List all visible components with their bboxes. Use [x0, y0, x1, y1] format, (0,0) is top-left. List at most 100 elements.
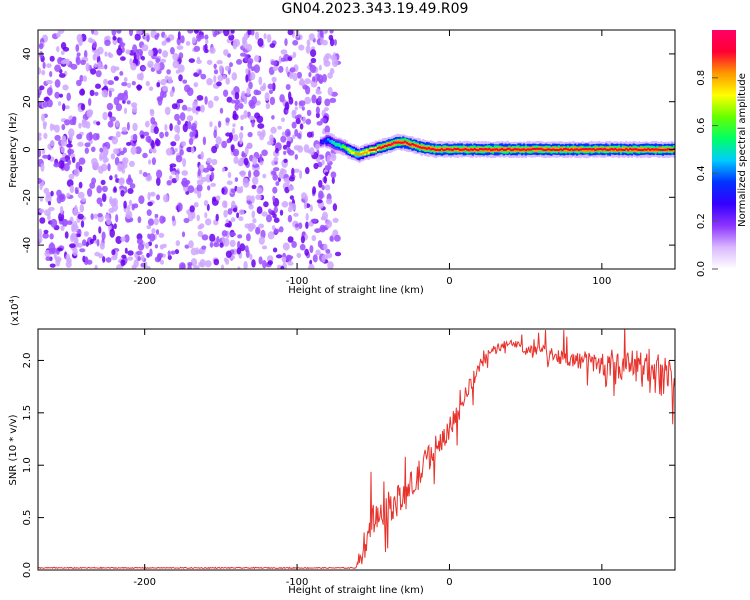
heatmap-noise-cell — [176, 45, 184, 50]
heatmap-noise-cell — [257, 123, 265, 129]
heatmap-noise-cell — [198, 69, 202, 76]
heatmap-noise-cell — [104, 157, 109, 163]
spectrogram-y-axis-label: Frequency (Hz) — [8, 112, 19, 188]
heatmap-noise-cell — [73, 168, 80, 177]
heatmap-noise-cell — [211, 145, 218, 154]
heatmap-noise-cell — [186, 115, 194, 122]
heatmap-noise-cell — [260, 85, 266, 92]
heatmap-noise-cell — [221, 187, 225, 195]
heatmap-noise-cell — [182, 123, 188, 133]
heatmap-noise-cell — [149, 191, 156, 197]
heatmap-noise-cell — [274, 228, 280, 234]
heatmap-noise-cell — [159, 259, 165, 265]
heatmap-noise-cell — [120, 56, 126, 61]
heatmap-noise-cell — [261, 245, 268, 250]
heatmap-noise-cell — [290, 203, 297, 211]
heatmap-noise-cell — [159, 58, 167, 64]
heatmap-noise-cell — [329, 67, 335, 75]
heatmap-track-cell — [451, 149, 454, 152]
heatmap-noise-cell — [76, 33, 83, 43]
heatmap-noise-cell — [269, 134, 274, 143]
heatmap-noise-cell — [174, 113, 180, 121]
heatmap-noise-cell — [326, 155, 331, 163]
heatmap-noise-cell — [315, 106, 320, 114]
heatmap-track-cell — [349, 149, 352, 152]
heatmap-noise-cell — [229, 232, 237, 237]
heatmap-noise-cell — [175, 69, 180, 74]
spectrogram-x-ticks: -200 -100 0 100 — [133, 30, 611, 287]
heatmap-noise-cell — [324, 125, 331, 134]
snr-x-tick-label: -100 — [286, 577, 309, 588]
heatmap-track-cell — [365, 149, 368, 154]
heatmap-noise-cell — [88, 98, 92, 106]
heatmap-noise-cell — [81, 197, 87, 202]
heatmap-noise-cell — [98, 226, 102, 234]
heatmap-noise-cell — [253, 64, 260, 73]
heatmap-noise-cell — [155, 57, 161, 63]
heatmap-noise-cell — [305, 212, 309, 221]
heatmap-noise-cell — [122, 157, 129, 165]
heatmap-noise-cell — [38, 67, 42, 75]
heatmap-noise-cell — [229, 132, 233, 142]
heatmap-noise-cell — [159, 131, 165, 139]
heatmap-track-cell — [332, 141, 335, 144]
heatmap-noise-cell — [119, 71, 124, 76]
heatmap-noise-cell — [232, 113, 239, 121]
heatmap-noise-cell — [155, 139, 161, 147]
heatmap-noise-cell — [120, 259, 126, 267]
spectrogram-x-tick-label: 100 — [592, 276, 611, 287]
heatmap-noise-cell — [71, 156, 76, 163]
heatmap-noise-cell — [147, 60, 154, 68]
heatmap-noise-cell — [115, 120, 119, 128]
heatmap-noise-cell — [94, 251, 101, 257]
heatmap-noise-cell — [252, 156, 258, 166]
heatmap-noise-cell — [123, 200, 127, 209]
heatmap-noise-cell — [204, 34, 209, 40]
heatmap-track-cell — [363, 151, 366, 154]
heatmap-track-cell — [546, 148, 549, 151]
heatmap-noise-cell — [293, 212, 299, 217]
heatmap-noise-cell — [281, 201, 289, 208]
heatmap-noise-cell — [121, 126, 128, 132]
heatmap-noise-cell — [326, 198, 333, 205]
heatmap-noise-cell — [147, 191, 151, 201]
heatmap-noise-cell — [174, 249, 180, 255]
heatmap-noise-cell — [278, 55, 282, 64]
heatmap-noise-cell — [135, 49, 139, 55]
heatmap-track-cell — [513, 148, 516, 151]
heatmap-noise-cell — [246, 142, 253, 149]
heatmap-noise-cell — [69, 243, 76, 248]
heatmap-noise-cell — [76, 52, 81, 57]
heatmap-noise-cell — [187, 121, 192, 130]
heatmap-noise-cell — [188, 58, 195, 63]
heatmap-noise-cell — [103, 146, 107, 153]
heatmap-noise-cell — [116, 30, 122, 34]
snr-plot-frame — [37, 328, 676, 571]
heatmap-track-cell — [530, 148, 533, 151]
heatmap-noise-cell — [182, 79, 188, 84]
heatmap-noise-cell — [319, 30, 324, 38]
heatmap-noise-cell — [200, 151, 204, 160]
heatmap-noise-cell — [255, 226, 261, 235]
heatmap-noise-cell — [99, 155, 103, 162]
heatmap-track-cell — [321, 140, 324, 143]
heatmap-noise-cell — [40, 163, 45, 172]
heatmap-noise-cell — [226, 139, 231, 144]
heatmap-noise-cell — [181, 181, 189, 188]
heatmap-noise-cell — [316, 121, 323, 126]
heatmap-noise-cell — [57, 101, 62, 106]
heatmap-noise-cell — [267, 231, 275, 240]
heatmap-noise-cell — [157, 252, 164, 258]
heatmap-noise-cell — [247, 61, 253, 69]
heatmap-noise-cell — [270, 60, 278, 66]
heatmap-noise-cell — [58, 212, 65, 222]
heatmap-track-cell — [493, 148, 496, 151]
heatmap-noise-cell — [76, 79, 82, 87]
heatmap-track-cell — [407, 143, 410, 146]
heatmap-track-cell — [482, 148, 485, 151]
heatmap-track-cell — [601, 148, 604, 151]
heatmap-noise-cell — [91, 30, 95, 35]
heatmap-track-cell — [502, 148, 505, 151]
heatmap-noise-cell — [94, 264, 98, 269]
heatmap-noise-cell — [305, 221, 309, 229]
